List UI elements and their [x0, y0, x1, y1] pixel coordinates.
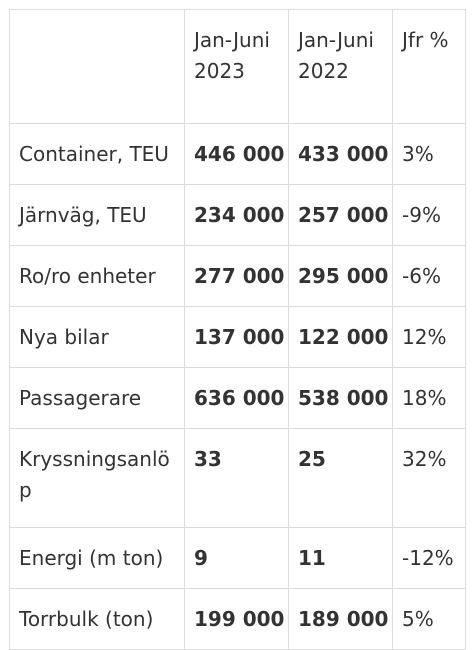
- change-percent: -9%: [392, 184, 466, 246]
- change-percent: 32%: [392, 428, 466, 528]
- value-2022: 25: [288, 428, 393, 528]
- value-2022: 257 000: [288, 184, 393, 246]
- table-row: Ro/ro enheter 277 000 295 000 -6%: [9, 245, 466, 307]
- table-row: Container, TEU 446 000 433 000 3%: [9, 123, 466, 185]
- value-2022: 189 000: [288, 588, 393, 650]
- change-percent: -6%: [392, 245, 466, 307]
- value-2022: 11: [288, 527, 393, 589]
- row-label: Kryssningsanlöp: [9, 428, 185, 528]
- table-row: Järnväg, TEU 234 000 257 000 -9%: [9, 184, 466, 246]
- value-2022: 433 000: [288, 123, 393, 185]
- value-2023: 137 000: [184, 306, 289, 368]
- value-2023: 636 000: [184, 367, 289, 429]
- value-2023: 9: [184, 527, 289, 589]
- row-label: Energi (m ton): [9, 527, 185, 589]
- table-row: Passagerare 636 000 538 000 18%: [9, 367, 466, 429]
- value-2022: 295 000: [288, 245, 393, 307]
- statistics-table: Jan-Juni 2023 Jan-Juni 2022 Jfr % Contai…: [9, 9, 466, 650]
- change-percent: 3%: [392, 123, 466, 185]
- header-label-cell: [9, 9, 185, 124]
- row-label: Nya bilar: [9, 306, 185, 368]
- table-header-row: Jan-Juni 2023 Jan-Juni 2022 Jfr %: [9, 9, 466, 124]
- change-percent: -12%: [392, 527, 466, 589]
- row-label: Passagerare: [9, 367, 185, 429]
- header-year-2023: Jan-Juni 2023: [184, 9, 289, 124]
- table-row: Torrbulk (ton) 199 000 189 000 5%: [9, 588, 466, 650]
- value-2023: 446 000: [184, 123, 289, 185]
- table-row: Energi (m ton) 9 11 -12%: [9, 527, 466, 589]
- row-label: Torrbulk (ton): [9, 588, 185, 650]
- value-2023: 234 000: [184, 184, 289, 246]
- row-label: Ro/ro enheter: [9, 245, 185, 307]
- row-label: Järnväg, TEU: [9, 184, 185, 246]
- value-2023: 199 000: [184, 588, 289, 650]
- value-2022: 538 000: [288, 367, 393, 429]
- value-2023: 277 000: [184, 245, 289, 307]
- change-percent: 5%: [392, 588, 466, 650]
- row-label: Container, TEU: [9, 123, 185, 185]
- change-percent: 12%: [392, 306, 466, 368]
- change-percent: 18%: [392, 367, 466, 429]
- value-2022: 122 000: [288, 306, 393, 368]
- header-compare-percent: Jfr %: [392, 9, 466, 124]
- value-2023: 33: [184, 428, 289, 528]
- table-row: Kryssningsanlöp 33 25 32%: [9, 428, 466, 528]
- table-row: Nya bilar 137 000 122 000 12%: [9, 306, 466, 368]
- header-year-2022: Jan-Juni 2022: [288, 9, 393, 124]
